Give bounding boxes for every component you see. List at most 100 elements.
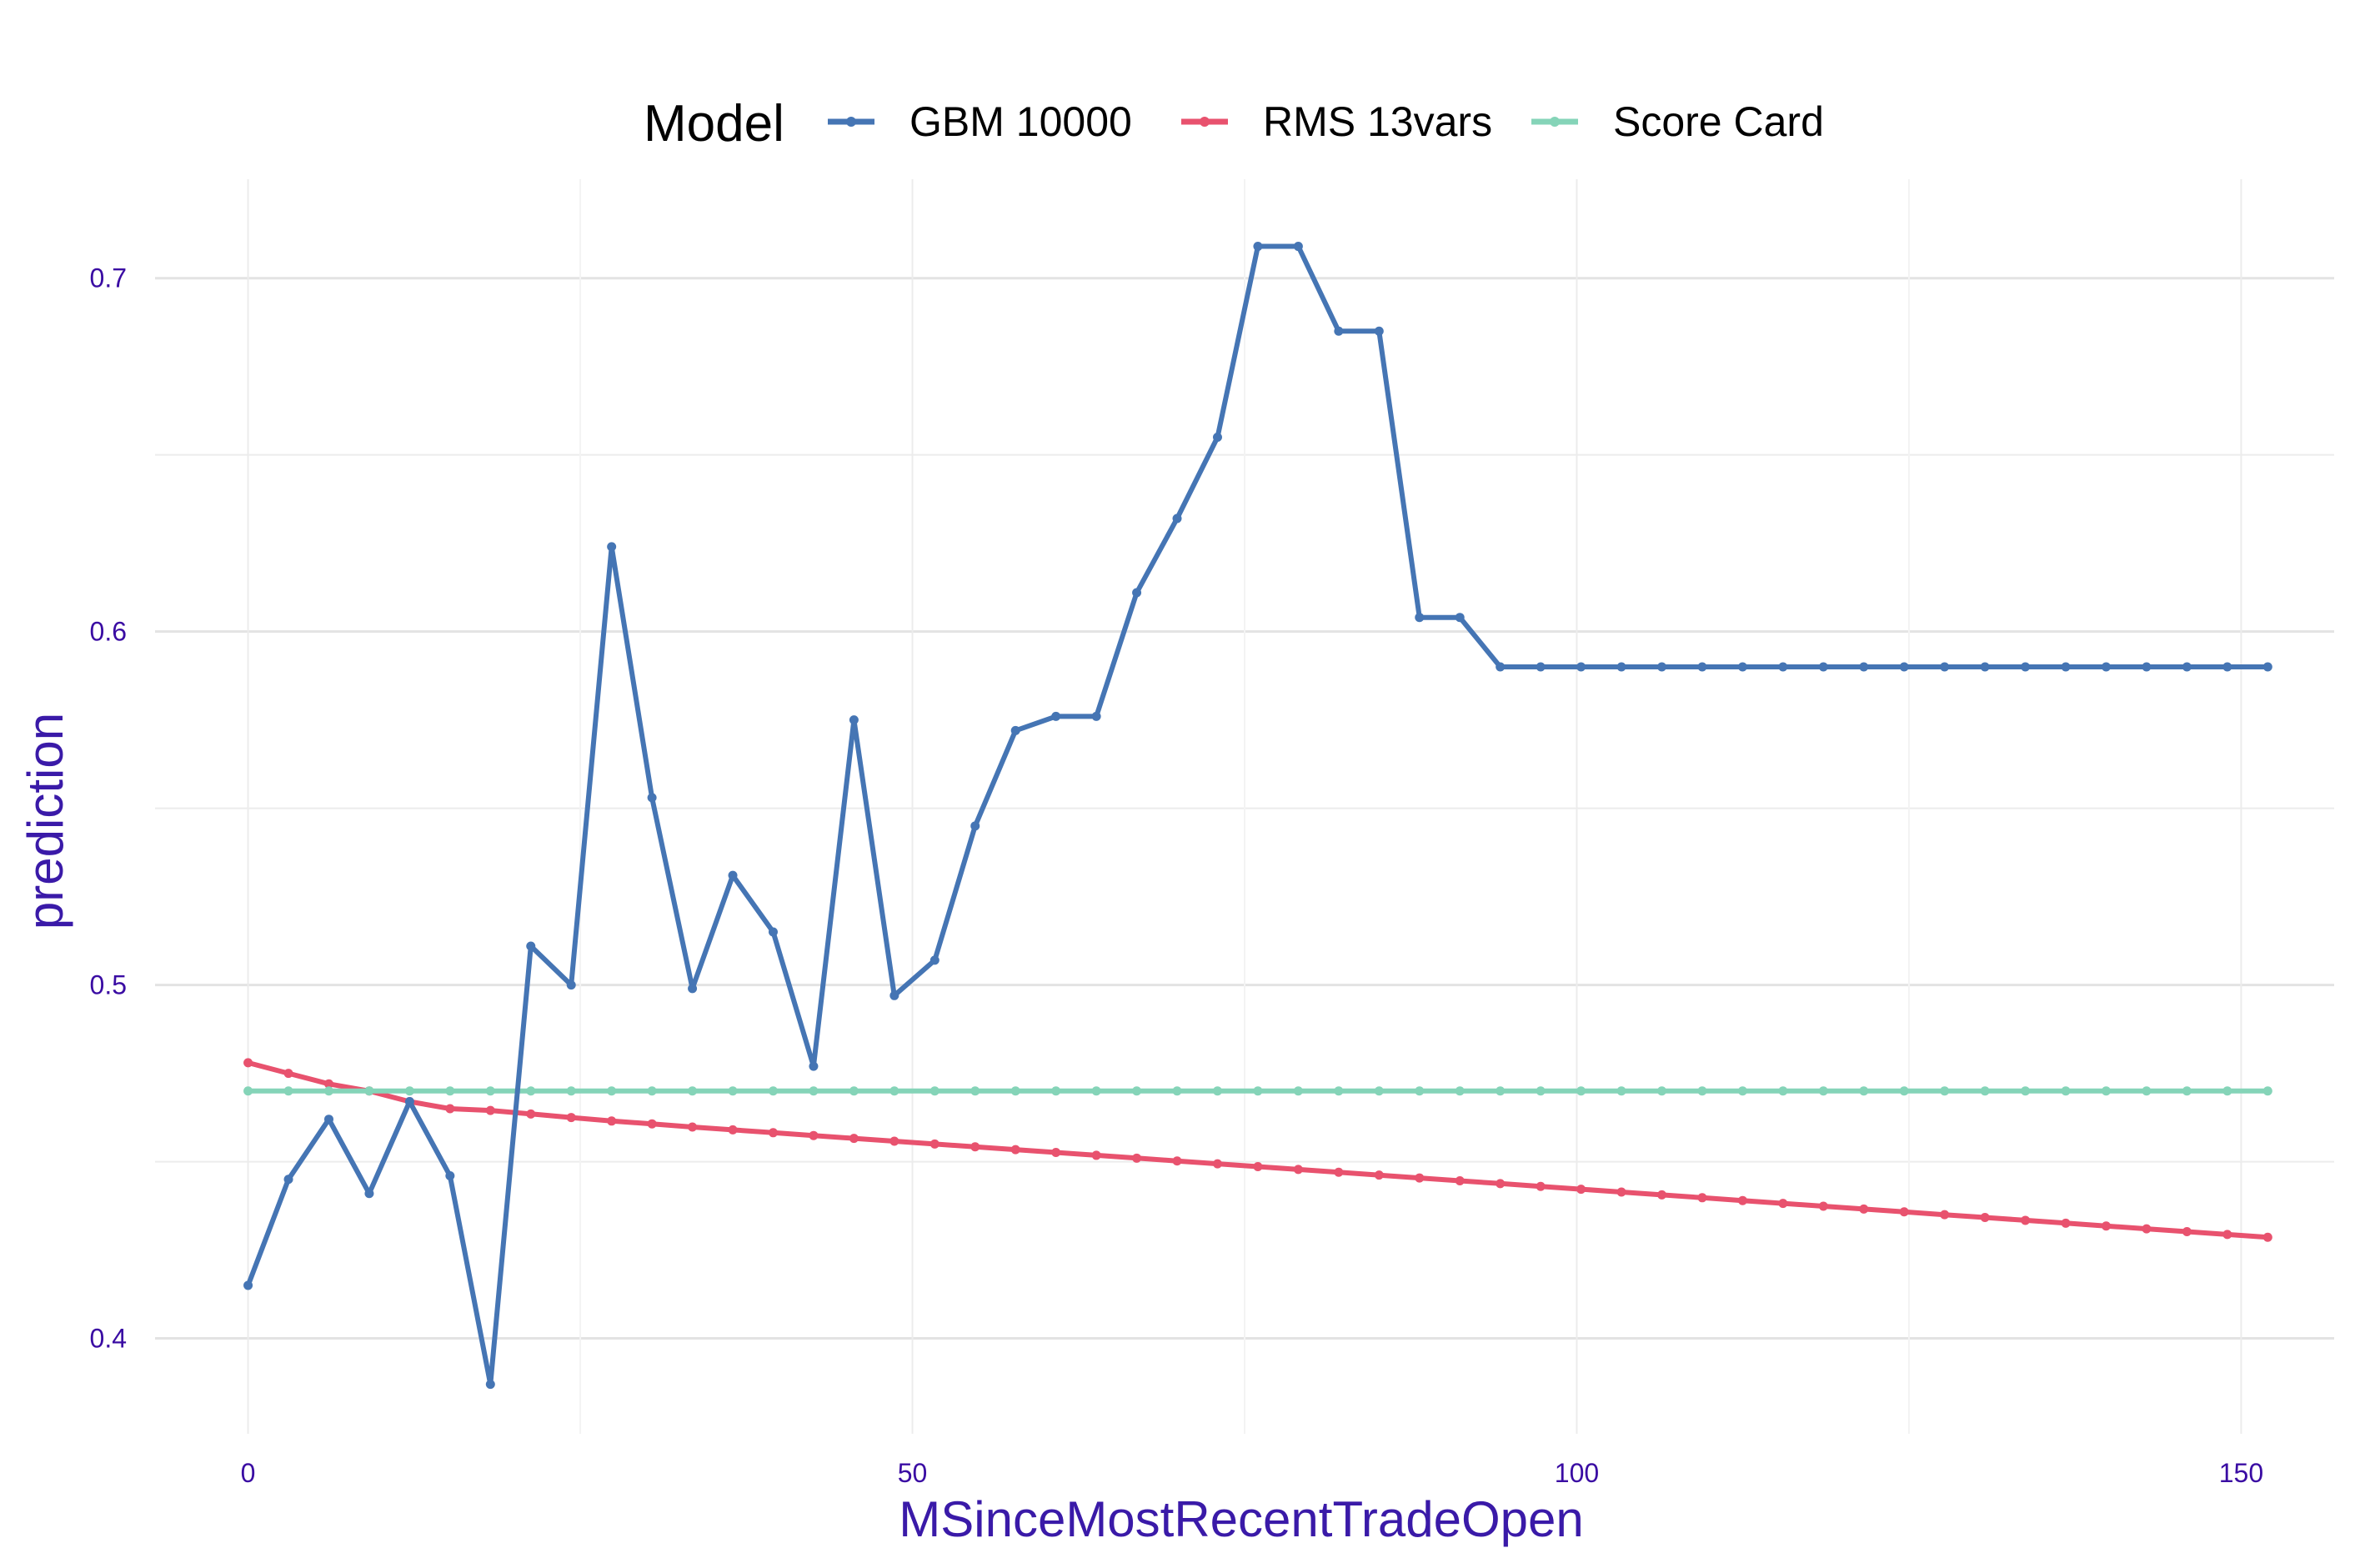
data-point-score-card [1496, 1086, 1506, 1096]
data-point-score-card [607, 1086, 617, 1096]
data-point-score-card [1010, 1086, 1020, 1096]
data-point-rms-13vars [2061, 1218, 2071, 1228]
data-point-rms-13vars [1091, 1150, 1101, 1160]
data-point-score-card [1859, 1086, 1869, 1096]
data-point-rms-13vars [1496, 1179, 1506, 1189]
data-point-rms-13vars [1818, 1201, 1828, 1211]
data-point-rms-13vars [1940, 1210, 1950, 1220]
legend-item-rms-13vars: RMS 13vars [1181, 98, 1492, 145]
data-point-gbm-10000 [768, 927, 778, 937]
data-point-rms-13vars [2101, 1221, 2111, 1231]
data-point-rms-13vars [485, 1105, 495, 1115]
data-point-rms-13vars [445, 1104, 455, 1114]
data-point-gbm-10000 [2142, 662, 2152, 672]
x-axis-ticks: 0 50 100 150 [241, 1458, 2263, 1488]
data-point-rms-13vars [1374, 1170, 1384, 1180]
data-point-gbm-10000 [1697, 662, 1707, 672]
data-point-gbm-10000 [1656, 662, 1666, 672]
data-point-gbm-10000 [243, 1280, 253, 1290]
data-point-rms-13vars [2182, 1227, 2192, 1237]
data-point-gbm-10000 [2262, 662, 2272, 672]
data-point-gbm-10000 [1212, 432, 1222, 442]
data-point-gbm-10000 [1132, 588, 1142, 598]
data-point-gbm-10000 [404, 1096, 414, 1106]
data-point-gbm-10000 [688, 984, 698, 994]
data-point-score-card [445, 1086, 455, 1096]
data-point-gbm-10000 [1737, 662, 1747, 672]
data-point-gbm-10000 [1616, 662, 1626, 672]
data-point-score-card [1940, 1086, 1950, 1096]
data-point-score-card [526, 1086, 536, 1096]
data-point-gbm-10000 [485, 1380, 495, 1390]
data-point-score-card [2182, 1086, 2192, 1096]
data-point-gbm-10000 [1940, 662, 1950, 672]
data-point-score-card [2061, 1086, 2071, 1096]
data-point-score-card [1697, 1086, 1707, 1096]
data-point-rms-13vars [1778, 1199, 1788, 1209]
data-point-score-card [1778, 1086, 1788, 1096]
data-point-rms-13vars [1051, 1148, 1061, 1158]
data-point-rms-13vars [728, 1125, 738, 1135]
data-point-gbm-10000 [2182, 662, 2192, 672]
data-point-score-card [1132, 1086, 1142, 1096]
series-line-gbm-10000 [245, 243, 2268, 1387]
data-point-gbm-10000 [1576, 662, 1586, 672]
data-point-rms-13vars [809, 1130, 819, 1140]
legend-label: Score Card [1613, 98, 1824, 145]
legend-label: GBM 10000 [909, 98, 1132, 145]
data-point-gbm-10000 [889, 990, 899, 1000]
data-point-rms-13vars [768, 1128, 778, 1138]
data-point-rms-13vars [2021, 1215, 2031, 1225]
data-point-gbm-10000 [929, 955, 939, 965]
data-point-score-card [1737, 1086, 1747, 1096]
data-point-gbm-10000 [1091, 711, 1101, 721]
data-point-gbm-10000 [1496, 662, 1506, 672]
series-rms-13vars [243, 1058, 2272, 1242]
data-point-rms-13vars [2142, 1224, 2152, 1234]
data-point-score-card [647, 1086, 657, 1096]
data-point-gbm-10000 [1536, 662, 1546, 672]
series-score-card [243, 1086, 2272, 1096]
data-point-rms-13vars [566, 1113, 576, 1123]
data-point-score-card [688, 1086, 698, 1096]
data-point-gbm-10000 [2101, 662, 2111, 672]
data-point-score-card [1051, 1086, 1061, 1096]
y-axis-ticks: 0.4 0.5 0.6 0.7 [90, 263, 127, 1354]
data-point-rms-13vars [849, 1134, 859, 1144]
data-point-score-card [1253, 1086, 1263, 1096]
data-point-score-card [364, 1086, 374, 1096]
series-gbm-10000 [243, 242, 2272, 1390]
data-point-gbm-10000 [1253, 242, 1263, 252]
data-point-rms-13vars [688, 1122, 698, 1132]
legend-key-point [1550, 117, 1560, 127]
data-point-rms-13vars [323, 1079, 333, 1089]
data-point-rms-13vars [2262, 1232, 2272, 1242]
data-point-rms-13vars [889, 1136, 899, 1146]
data-point-gbm-10000 [970, 821, 980, 831]
data-point-gbm-10000 [364, 1189, 374, 1199]
data-point-gbm-10000 [728, 870, 738, 880]
data-point-score-card [2021, 1086, 2031, 1096]
x-tick-label: 0 [241, 1458, 256, 1488]
data-point-gbm-10000 [2061, 662, 2071, 672]
data-point-rms-13vars [1212, 1159, 1222, 1169]
data-point-rms-13vars [647, 1119, 657, 1129]
data-point-gbm-10000 [566, 980, 576, 990]
data-point-rms-13vars [1859, 1204, 1869, 1214]
data-point-score-card [1818, 1086, 1828, 1096]
y-axis-title: prediction [18, 713, 73, 929]
data-point-rms-13vars [1576, 1185, 1586, 1195]
x-tick-label: 50 [898, 1458, 928, 1488]
data-point-score-card [970, 1086, 980, 1096]
y-tick-label: 0.6 [90, 617, 127, 647]
data-point-score-card [1212, 1086, 1222, 1096]
y-tick-label: 0.4 [90, 1324, 127, 1354]
data-point-gbm-10000 [1051, 711, 1061, 721]
data-point-gbm-10000 [2222, 662, 2232, 672]
data-point-rms-13vars [1536, 1181, 1546, 1191]
data-point-score-card [323, 1086, 333, 1096]
data-point-rms-13vars [1415, 1173, 1425, 1183]
data-point-score-card [1415, 1086, 1425, 1096]
data-point-gbm-10000 [1778, 662, 1788, 672]
data-point-score-card [1091, 1086, 1101, 1096]
